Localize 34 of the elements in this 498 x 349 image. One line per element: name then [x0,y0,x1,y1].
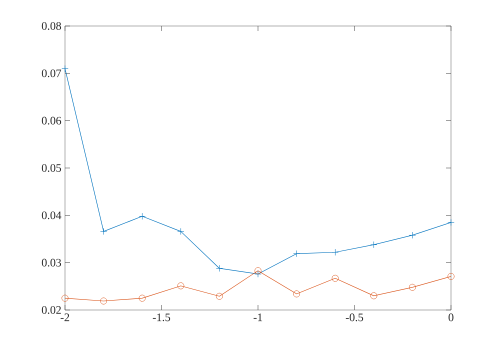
point [100,298,108,304]
point [62,65,68,72]
point [138,294,146,302]
x-tick-label: -1.5 [152,314,170,322]
y-tick-label: 0.04 [42,211,62,220]
y-tick-label: 0.08 [42,22,62,30]
point [408,232,416,239]
x-tick-label: -2 [60,314,70,322]
y-tick-label: 0.07 [42,69,62,78]
point [216,264,223,272]
point [448,272,454,280]
x-tick-label: -1 [254,314,262,322]
point [177,282,184,290]
point [293,290,300,298]
y-tick-label: 0.02 [42,306,61,314]
y-tick-label: 0.03 [42,258,62,267]
point [62,294,68,302]
y-tick-label: 0.06 [42,116,62,125]
point [177,228,184,235]
x-tick-label: -0.5 [346,314,364,322]
point [138,212,146,220]
y-tick-label: 0.05 [42,164,62,172]
point [293,250,300,258]
point [216,292,223,300]
point [100,228,108,235]
x-tick-label: 0 [448,314,454,322]
point [408,284,416,291]
point [332,274,339,282]
point [370,241,378,248]
point [448,218,454,226]
point [332,248,339,256]
point [370,292,378,300]
point [254,270,262,278]
point [254,267,262,274]
